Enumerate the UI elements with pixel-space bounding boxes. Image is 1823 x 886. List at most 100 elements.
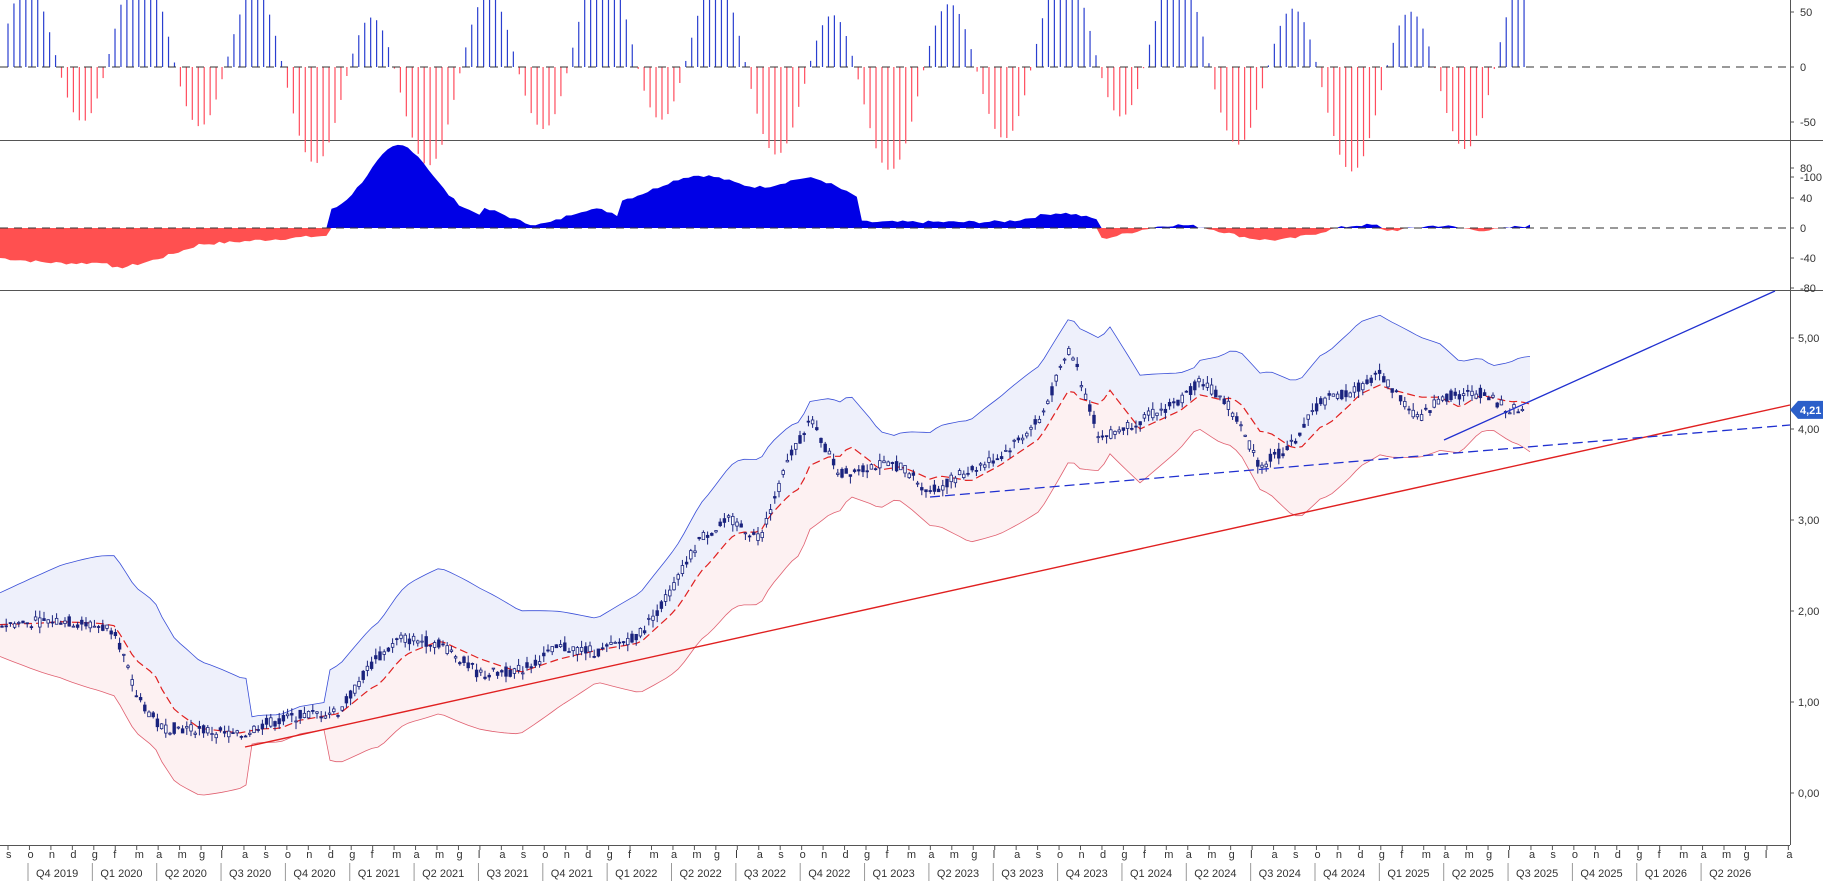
candle-body (550, 646, 554, 653)
month-label: a (928, 849, 935, 861)
candle-body (458, 662, 462, 665)
month-label: l (735, 849, 737, 861)
price-panel (0, 290, 1791, 796)
quarter-label: Q2 2023 (937, 868, 979, 880)
candle-body (222, 731, 227, 734)
candle-body (239, 735, 244, 738)
oscillator-top-panel (0, 0, 1823, 172)
month-label: o (1314, 849, 1320, 861)
candle-body (1495, 402, 1499, 408)
candle-body (1474, 393, 1478, 399)
candle-body (743, 532, 748, 535)
month-label: o (1057, 849, 1063, 861)
candle-body (269, 717, 273, 727)
candle-body (680, 565, 685, 574)
candle-body (231, 732, 235, 735)
candle-body (332, 708, 336, 713)
month-label: g (714, 849, 720, 861)
candle-body (1109, 429, 1113, 439)
candle-body (1386, 379, 1390, 388)
candle-body (201, 725, 206, 734)
candle-body (768, 509, 773, 514)
month-label: g (349, 849, 355, 861)
candle-body (1046, 400, 1050, 404)
month-label: a (671, 849, 678, 861)
candle-body (109, 630, 113, 635)
candle-body (794, 442, 798, 450)
month-label: a (1529, 849, 1536, 861)
candle-body (542, 652, 546, 657)
oscillator-middle-tick-label: -80 (1800, 283, 1816, 295)
candle-body (991, 460, 995, 464)
candle-body (1167, 401, 1172, 407)
month-label: m (1164, 849, 1173, 861)
candle-body (949, 474, 953, 483)
candle-body (445, 645, 449, 654)
candle-body (206, 727, 210, 734)
month-label: g (1743, 849, 1749, 861)
candle-body (663, 594, 668, 602)
month-label: a (414, 849, 421, 861)
candle-body (605, 644, 609, 647)
month-label: m (392, 849, 401, 861)
candle-body (21, 620, 25, 624)
candle-body (403, 634, 407, 643)
month-label: o (1572, 849, 1578, 861)
month-label: n (1079, 849, 1085, 861)
candle-body (659, 601, 664, 609)
candle-body (894, 461, 899, 472)
month-label: a (156, 849, 163, 861)
candle-body (642, 630, 647, 634)
candle-body (852, 469, 857, 472)
candle-body (1394, 390, 1399, 393)
month-label: s (1036, 849, 1042, 861)
candle-body (840, 468, 844, 478)
candle-body (1096, 436, 1100, 439)
candle-body (827, 450, 832, 455)
candle-body (1054, 374, 1058, 382)
candle-body (126, 665, 130, 668)
month-label: g (92, 849, 98, 861)
month-label: n (306, 849, 312, 861)
quarter-label: Q2 2026 (1709, 868, 1751, 880)
candle-body (638, 627, 643, 637)
month-label: g (864, 849, 870, 861)
month-label: g (1486, 849, 1492, 861)
candle-body (1293, 440, 1298, 444)
candle-body (185, 726, 189, 729)
candle-body (1218, 395, 1222, 398)
candle-body (395, 638, 399, 641)
candle-body (1058, 365, 1063, 368)
candle-body (647, 617, 651, 620)
quarter-label: Q3 2023 (1001, 868, 1043, 880)
candle-body (1499, 399, 1504, 406)
month-label: m (692, 849, 701, 861)
month-label: g (607, 849, 613, 861)
quarter-label: Q3 2022 (744, 868, 786, 880)
candle-body (1138, 421, 1142, 426)
candle-body (1008, 450, 1012, 453)
candle-body (42, 618, 46, 621)
candle-body (563, 642, 567, 652)
candle-body (1079, 385, 1084, 388)
candle-body (1071, 357, 1075, 361)
candle-body (995, 458, 1000, 461)
candle-body (1067, 348, 1071, 355)
candle-body (143, 704, 147, 712)
candle-body (1155, 412, 1159, 416)
candle-body (189, 724, 193, 732)
candle-body (411, 635, 416, 642)
candle-body (1373, 372, 1378, 375)
month-label: o (542, 849, 548, 861)
candle-body (521, 672, 525, 675)
candle-body (1256, 459, 1260, 467)
month-label: d (328, 849, 334, 861)
candle-body (773, 496, 777, 499)
candle-body (810, 419, 815, 425)
quarter-label: Q1 2020 (100, 868, 142, 880)
candle-body (1201, 384, 1205, 387)
quarter-label: Q1 2022 (615, 868, 657, 880)
candle-body (533, 659, 538, 666)
candle-body (697, 536, 701, 540)
negative-area (0, 228, 1530, 269)
